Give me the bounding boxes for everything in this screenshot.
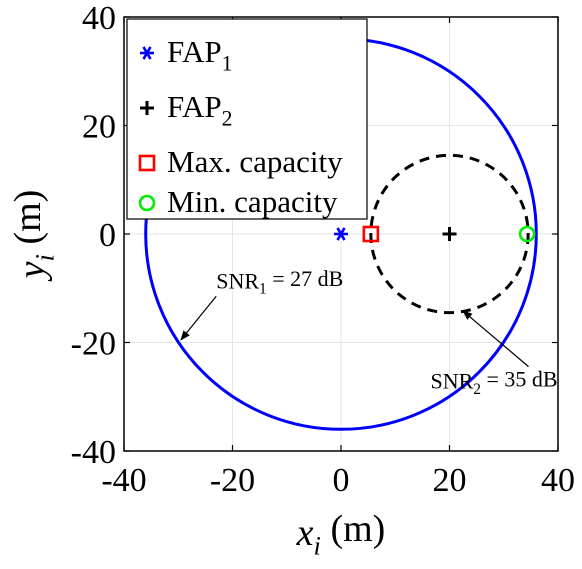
x-axis-label-sub: i [314, 530, 321, 560]
y-axis-label-sub: i [29, 254, 59, 261]
x-axis-label-main: x [296, 512, 314, 554]
axis-ticks: -40 -20 0 20 40 -40 -20 0 20 40 [71, 0, 575, 499]
legend-marker-plus [140, 101, 154, 115]
y-tick-label: 20 [82, 109, 116, 146]
y-tick-label: 40 [82, 0, 116, 37]
point-square-1 [362, 225, 380, 243]
legend-box [126, 18, 368, 220]
y-tick-label: -20 [71, 326, 116, 363]
plot-frame [123, 16, 559, 452]
legend-label-4: Min. capacity [167, 184, 338, 219]
annotation-snr2: SNR2 = 35 dB [431, 366, 558, 398]
x-axis-label: xi (m) [296, 508, 386, 560]
x-tick-label: -20 [210, 462, 255, 499]
annotation-snr1-rest: = 27 dB [267, 266, 344, 291]
y-axis-label-main: y [11, 261, 53, 282]
x-axis-label-rest: (m) [321, 508, 385, 550]
axis-labels: xi (m)yi (m) [7, 190, 385, 561]
annotation-snr1: SNR1 = 27 dB [216, 266, 343, 298]
y-tick-label: 0 [99, 217, 116, 254]
annotation-snr1-sub: 1 [259, 281, 267, 298]
x-tick-label: -40 [101, 462, 146, 499]
legend-label-2: FAP2 [167, 89, 232, 131]
x-tick-label: 40 [541, 462, 575, 499]
y-axis-label: yi (m) [7, 190, 59, 283]
legend-marker-square [138, 154, 156, 172]
point-circle-1 [518, 225, 536, 243]
annotation-snr1-main: SNR [216, 268, 259, 293]
annotation-snr1-arrow [180, 295, 217, 341]
legend-marker-circle [138, 194, 156, 212]
legend: FAP1 FAP2 Max. capacity Min. capacity [126, 18, 368, 220]
y-tick-label: -40 [71, 434, 116, 471]
x-tick-label: 0 [333, 462, 350, 499]
legend-marker-asterisk [140, 46, 154, 60]
legend-label-3: Max. capacity [167, 144, 343, 179]
y-axis-label-rest: (m) [7, 190, 49, 254]
annotation-snr2-main: SNR [431, 369, 474, 394]
annotation-snr2-arrow [462, 310, 529, 368]
coverage-circle-2 [369, 153, 530, 315]
data-points [334, 225, 536, 243]
annotation-snr2-sub: 2 [473, 381, 481, 398]
annotation-snr2-rest: = 35 dB [481, 366, 558, 391]
point-plus-1 [442, 227, 457, 241]
point-asterisk-1 [334, 227, 348, 241]
x-tick-label: 20 [433, 462, 467, 499]
legend-label-1: FAP1 [167, 34, 232, 76]
